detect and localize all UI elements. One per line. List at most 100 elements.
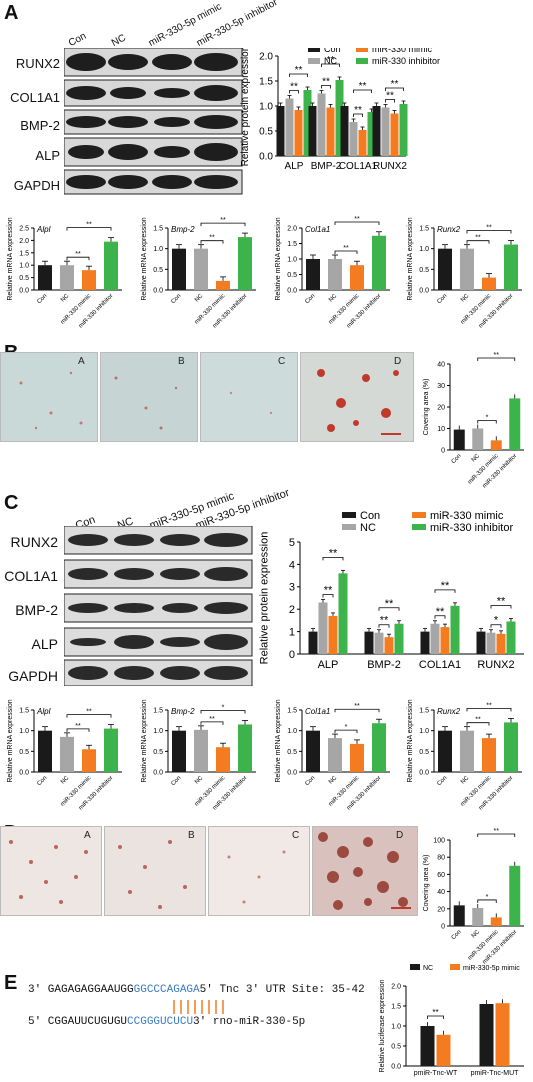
bar [308, 106, 317, 156]
micrograph-d-a [0, 826, 102, 916]
chart-title: Bmp-2 [171, 707, 195, 716]
blot-c-row-label: ALP [31, 636, 58, 652]
bar [394, 623, 404, 654]
blot-a-lane-label: Con [66, 30, 89, 49]
y-tick-label: 2.0 [19, 238, 29, 245]
y-axis-label: Covering area (%) [423, 379, 430, 436]
bar [306, 730, 320, 772]
x-tick-label: NC [60, 775, 71, 786]
x-tick-label: NC [471, 453, 482, 464]
y-tick-label: 60 [437, 872, 445, 879]
chart-title: Alpl [36, 707, 51, 716]
x-tick-label: Con [304, 775, 316, 787]
significance-bracket [353, 89, 372, 93]
y-tick-label: 2.0 [391, 983, 401, 990]
significance-label: ** [322, 77, 330, 88]
blot-a-row-label: COL1A1 [10, 90, 60, 105]
y-tick-label: 1 [289, 626, 295, 638]
bar [172, 248, 186, 290]
bar [38, 265, 52, 290]
bar [460, 730, 474, 772]
legend-label: miR-330 inhibitor [430, 522, 513, 534]
y-tick-label: 1.5 [287, 707, 297, 714]
significance-label: ** [486, 702, 492, 709]
bar [440, 627, 450, 654]
chart-c-runx2: 0.0 0.5 1.0 1.5 Relative mRNA expression Runx… [407, 699, 522, 811]
y-tick-label: 1.0 [287, 256, 297, 263]
x-tick-label: Con [436, 293, 448, 305]
significance-bracket [322, 594, 334, 598]
micrograph-b-c [200, 352, 298, 442]
legend-swatch [308, 48, 320, 52]
chart-c-col1a1: 0.0 0.5 1.0 1.5 Relative mRNA expression Col1… [275, 699, 390, 811]
sequence-alignment: 3' GAGAGAGGAAUGGGGCCCAGAGA5' Tnc 3' UTR … [28, 984, 398, 1044]
legend-swatch [308, 58, 320, 64]
bar [438, 248, 452, 290]
significance-label: ** [209, 235, 215, 242]
y-tick-label: 5 [289, 537, 295, 549]
bar [328, 615, 338, 654]
legend-swatch [356, 58, 368, 64]
chart-a-runx2: 0.0 0.5 1.0 1.5 Relative mRNA expression Runx… [407, 217, 522, 329]
x-tick-label: BMP-2 [367, 659, 401, 671]
y-tick-label: 0.5 [287, 272, 297, 279]
western-blot-c: Con NC miR-330-5p mimic miR-330-5p inhib… [0, 487, 291, 686]
y-tick-label: 1.5 [287, 241, 297, 248]
significance-label: ** [354, 703, 360, 710]
bar [60, 736, 74, 772]
bar [318, 602, 328, 654]
x-tick-label: Con [36, 293, 48, 305]
bar [476, 631, 486, 654]
y-tick-label: 1.5 [419, 225, 429, 232]
significance-bracket [427, 1015, 444, 1019]
bar [506, 621, 516, 654]
significance-bracket [200, 222, 246, 227]
chart-title: Col1a1 [305, 225, 330, 234]
significance-bracket [385, 87, 404, 91]
significance-bracket [334, 221, 380, 225]
x-tick-label: NC [460, 293, 471, 304]
bar [303, 90, 312, 156]
legend-label: miR-330 mimic [430, 510, 504, 522]
significance-bracket [378, 607, 400, 611]
legend-swatch [342, 512, 356, 518]
bar [490, 440, 502, 450]
y-axis-label: Relative mRNA expression [141, 699, 148, 782]
x-tick-label: Con [304, 293, 316, 305]
y-tick-label: 0.5 [153, 267, 163, 274]
bar [460, 248, 474, 290]
bar [436, 1034, 451, 1066]
chart-a-col1a1: 0.0 0.5 1.0 1.5 2.0 Relative mRNA expression C… [275, 216, 390, 329]
significance-bracket [466, 240, 490, 244]
significance-bracket [466, 722, 490, 726]
y-axis-label: Relative mRNA expression [407, 699, 414, 782]
bar [453, 429, 465, 450]
significance-label: * [486, 415, 489, 422]
panel-label-e: E [4, 972, 18, 994]
significance-label: ** [329, 547, 338, 559]
bar [364, 631, 374, 654]
significance-bracket [434, 615, 446, 619]
micrograph-label: C [278, 356, 286, 367]
x-tick-label: NC [460, 775, 471, 786]
y-tick-label: 30 [437, 383, 445, 390]
x-tick-label: Con [170, 293, 182, 305]
legend-label: NC [423, 965, 433, 972]
bar [172, 730, 186, 772]
significance-label: ** [475, 235, 481, 242]
y-tick-label: 0.0 [419, 769, 429, 776]
significance-label: ** [494, 828, 500, 835]
y-tick-label: 0.5 [287, 749, 297, 756]
significance-bracket [200, 710, 246, 714]
bar [82, 270, 96, 290]
bar [367, 112, 376, 156]
x-tick-label: Con [36, 775, 48, 787]
significance-bracket [490, 605, 512, 609]
y-tick-label: 4 [289, 559, 295, 571]
y-tick-label: 10 [437, 426, 445, 433]
chart-title: Runx2 [437, 225, 461, 234]
bar [276, 106, 285, 156]
y-tick-label: 100 [433, 837, 445, 844]
y-tick-label: 40 [437, 361, 445, 368]
